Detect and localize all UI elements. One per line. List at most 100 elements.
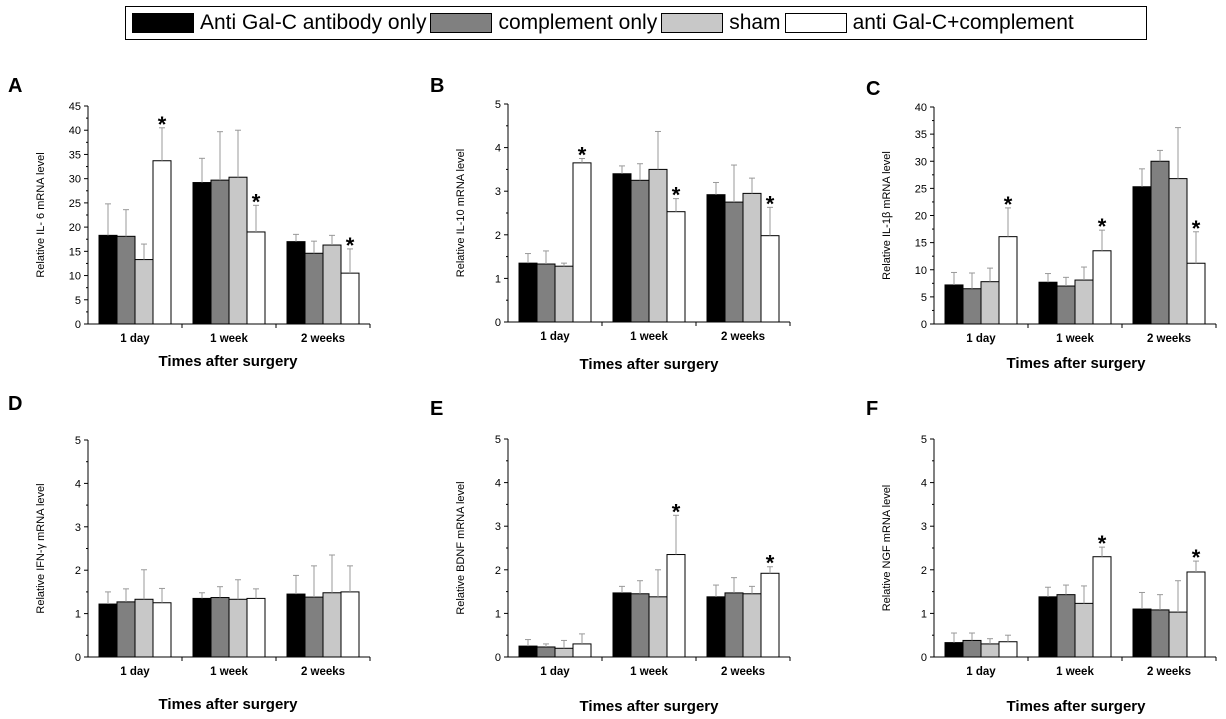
y-tick-label-a: 15: [69, 246, 81, 258]
bar-f: [944, 642, 964, 658]
bar-a: [116, 235, 136, 325]
significance-star-f: *: [1098, 531, 1107, 556]
x-axis-label-c: Times after surgery: [1007, 355, 1147, 372]
bar-a: [192, 182, 212, 325]
x-tick-label-b: 2 weeks: [721, 331, 765, 343]
bar-a: [98, 234, 118, 325]
bar-c: [1074, 279, 1094, 325]
bar-a: [340, 272, 360, 325]
x-axis-label-a: Times after surgery: [159, 353, 299, 370]
bar-d: [246, 597, 266, 658]
x-axis-label-b: Times after surgery: [580, 356, 720, 373]
x-tick-label-f: 1 day: [966, 666, 996, 678]
bar-f: [1150, 609, 1170, 658]
bar-d: [98, 603, 118, 658]
y-tick-label-e: 0: [495, 652, 501, 664]
bar-f: [1038, 596, 1058, 658]
y-tick-label-b: 5: [495, 99, 501, 111]
y-tick-label-d: 5: [75, 435, 81, 447]
panel-label-f: F: [866, 398, 878, 420]
x-tick-label-d: 1 week: [210, 666, 248, 678]
y-tick-label-b: 4: [495, 143, 501, 155]
y-tick-label-d: 0: [75, 652, 81, 664]
chart-panel-f: F 0 1 2 3 4 5 Relative NGF mRNA level 1 day 1 wee…: [866, 398, 1217, 715]
bar-c: [980, 281, 1000, 325]
bar-e: [612, 592, 632, 658]
chart-panel-c: C 0 5 10 15 20 25 30 35 40 Relative IL-1β mRNA lev…: [866, 78, 1217, 372]
legend-swatch-sham: [661, 13, 724, 33]
x-tick-label-c: 1 week: [1056, 333, 1094, 345]
y-tick-label-f: 1: [921, 608, 927, 620]
x-tick-label-a: 1 week: [210, 333, 248, 345]
x-tick-label-b: 1 week: [630, 331, 668, 343]
y-tick-label-f: 2: [921, 565, 927, 577]
bar-c: [1038, 281, 1058, 325]
significance-star-f: *: [1192, 545, 1201, 570]
bar-e: [630, 593, 650, 658]
bar-e: [742, 593, 762, 658]
bar-f: [980, 643, 1000, 658]
bar-b: [760, 235, 780, 323]
bar-a: [134, 259, 154, 325]
significance-star-a: *: [252, 189, 261, 214]
bar-b: [572, 162, 592, 323]
chart-panel-a: A 0 5 10 15 20 25 30 35 40 45 Relative IL- 6 mRNA l…: [8, 75, 371, 370]
legend-item-combined: anti Gal-C+complement: [784, 11, 1074, 35]
x-axis-label-e: Times after surgery: [580, 698, 720, 715]
significance-star-a: *: [346, 233, 355, 258]
panel-label-c: C: [866, 78, 880, 100]
y-tick-label-c: 15: [915, 238, 927, 250]
bar-a: [322, 244, 342, 325]
x-tick-label-a: 1 day: [120, 333, 150, 345]
legend-swatch-complement: [430, 13, 493, 33]
legend-label-combined: anti Gal-C+complement: [852, 11, 1074, 34]
bar-d: [116, 601, 136, 658]
x-tick-label-d: 2 weeks: [301, 666, 345, 678]
y-tick-label-d: 4: [75, 478, 81, 490]
legend-label-antibody: Anti Gal-C antibody only: [200, 11, 427, 34]
bar-b: [536, 263, 556, 323]
bar-e: [572, 643, 592, 658]
chart-panel-d: D 0 1 2 3 4 5 Relative IFN-γ mRNA level 1 day 1 w…: [8, 393, 371, 713]
y-tick-label-b: 0: [495, 317, 501, 329]
x-tick-label-e: 1 week: [630, 666, 668, 678]
significance-star-e: *: [766, 551, 775, 576]
bar-f: [998, 641, 1018, 658]
panel-label-d: D: [8, 393, 22, 415]
y-tick-label-e: 3: [495, 521, 501, 533]
bar-b: [554, 265, 574, 323]
significance-star-c: *: [1098, 214, 1107, 239]
y-tick-label-a: 25: [69, 198, 81, 210]
bar-a: [304, 252, 324, 325]
y-axis-label-a: Relative IL- 6 mRNA level: [35, 152, 47, 277]
bar-f: [1092, 556, 1112, 658]
y-tick-label-b: 1: [495, 273, 501, 285]
bar-f: [1056, 594, 1076, 658]
y-axis-label-f: Relative NGF mRNA level: [881, 485, 893, 612]
legend-label-complement: complement only: [498, 11, 658, 34]
y-tick-label-d: 3: [75, 522, 81, 534]
x-tick-label-f: 1 week: [1056, 666, 1094, 678]
bar-f: [962, 639, 982, 658]
x-tick-label-c: 2 weeks: [1147, 333, 1191, 345]
significance-star-a: *: [158, 112, 167, 137]
panel-label-b: B: [430, 75, 444, 97]
y-tick-label-a: 40: [69, 125, 81, 137]
bar-b: [518, 262, 538, 323]
bar-d: [152, 602, 172, 658]
y-axis-label-e: Relative BDNF mRNA level: [455, 481, 467, 614]
y-tick-label-c: 10: [915, 265, 927, 277]
y-tick-label-d: 2: [75, 565, 81, 577]
bar-f: [1168, 611, 1188, 658]
y-axis-label-b: Relative IL-10 mRNA level: [455, 149, 467, 277]
bar-e: [648, 596, 668, 658]
y-axis-label-d: Relative IFN-γ mRNA level: [35, 483, 47, 613]
y-tick-label-f: 4: [921, 478, 927, 490]
y-tick-label-b: 2: [495, 230, 501, 242]
y-tick-label-e: 4: [495, 478, 501, 490]
bar-a: [246, 231, 266, 325]
bar-b: [648, 168, 668, 323]
y-tick-label-c: 40: [915, 102, 927, 114]
x-tick-label-e: 1 day: [540, 666, 570, 678]
bar-b: [630, 179, 650, 323]
